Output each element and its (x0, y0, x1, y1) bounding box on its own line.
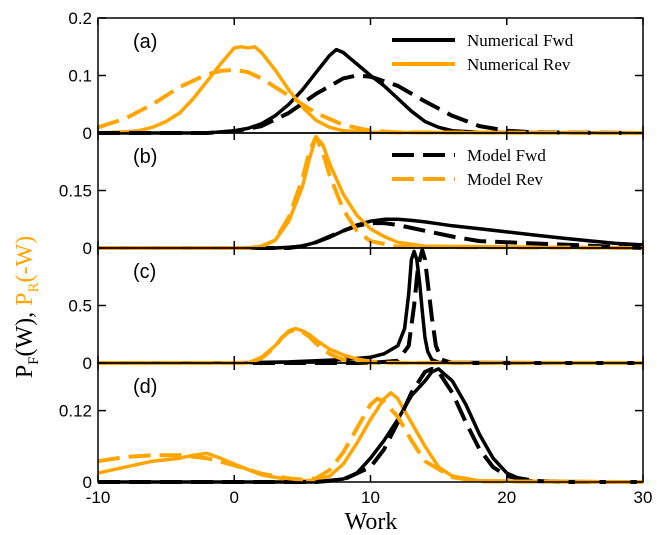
x-tick-label: -10 (86, 488, 111, 507)
series-numerical-fwd (98, 367, 644, 484)
panel-c: 0 0.5 (c) (68, 247, 644, 373)
panel-a: 0 0.1 0.2 (a) (68, 9, 644, 143)
x-axis-title: Work (345, 509, 398, 535)
legend-label: Numerical Fwd (467, 31, 574, 50)
series-numerical-rev (98, 135, 644, 250)
legend: Numerical Fwd Numerical Rev Model Fwd Model… (392, 31, 574, 189)
series-model-fwd (98, 248, 643, 365)
panel-b: 0 0.15 (b) (59, 132, 644, 258)
x-tick-label: 20 (497, 488, 516, 507)
legend-item-numerical-rev: Numerical Rev (392, 55, 571, 74)
series-model-fwd (98, 221, 644, 250)
series-model-rev (97, 396, 644, 484)
series-model-rev (97, 67, 644, 135)
legend-label: Model Fwd (467, 146, 546, 165)
series-numerical-fwd (98, 217, 644, 250)
series-numerical-rev (97, 45, 644, 135)
y-axis-title-pf-sub: F (26, 356, 42, 364)
panel-d: 0 0.12 (d) (59, 362, 644, 492)
y-tick-label: 0.5 (68, 297, 92, 316)
legend-label: Model Rev (467, 170, 544, 189)
x-tick-label: 10 (361, 488, 380, 507)
y-tick-label: 0.15 (59, 182, 92, 201)
plot-area: 00.10.2(a)00.15(b)00.5(c)00.12(d)-10 0 10 2… (59, 9, 653, 507)
y-axis-title: PF(W), PR(-W) (12, 236, 42, 378)
y-axis-title-pf-args: (W), (12, 306, 38, 357)
series-model-fwd (98, 366, 643, 484)
series-model-fwd (98, 73, 644, 135)
y-tick-label: 0 (83, 473, 92, 492)
panel-label: (a) (133, 31, 157, 53)
y-tick-label: 0 (83, 124, 92, 143)
panel-label: (b) (133, 146, 157, 168)
series-numerical-fwd (97, 249, 644, 365)
panel-label: (c) (133, 261, 156, 283)
series-model-rev (98, 134, 644, 250)
x-tick-label: 30 (634, 488, 653, 507)
legend-item-model-rev: Model Rev (392, 170, 544, 189)
y-axis-title-pr-args: (-W) (12, 236, 38, 283)
legend-item-numerical-fwd: Numerical Fwd (392, 31, 574, 50)
y-tick-label: 0.2 (68, 9, 92, 28)
legend-item-model-fwd: Model Fwd (392, 146, 546, 165)
series-model-rev (98, 327, 644, 365)
y-tick-label: 0.12 (59, 402, 92, 421)
panel-label: (d) (133, 376, 157, 398)
legend-label: Numerical Rev (467, 55, 571, 74)
y-tick-label: 0 (83, 239, 92, 258)
y-tick-label: 0 (83, 354, 92, 373)
x-tick-label: 0 (230, 488, 239, 507)
y-axis-title-pf: P (12, 365, 38, 378)
y-tick-label: 0.1 (68, 67, 92, 86)
panel-frame (97, 247, 644, 364)
y-axis-title-pr: P (12, 292, 38, 305)
y-axis-title-pr-sub: R (26, 282, 42, 292)
